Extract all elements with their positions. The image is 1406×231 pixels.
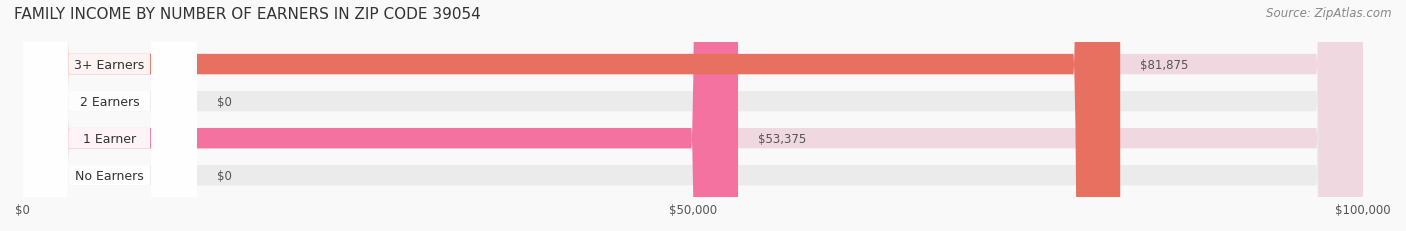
Text: Source: ZipAtlas.com: Source: ZipAtlas.com bbox=[1267, 7, 1392, 20]
Text: 2 Earners: 2 Earners bbox=[80, 95, 139, 108]
Text: $0: $0 bbox=[217, 95, 232, 108]
FancyBboxPatch shape bbox=[22, 0, 197, 231]
FancyBboxPatch shape bbox=[22, 0, 738, 231]
Text: $53,375: $53,375 bbox=[758, 132, 807, 145]
FancyBboxPatch shape bbox=[22, 0, 197, 231]
Text: 3+ Earners: 3+ Earners bbox=[75, 58, 145, 71]
Text: 1 Earner: 1 Earner bbox=[83, 132, 136, 145]
FancyBboxPatch shape bbox=[22, 0, 1121, 231]
FancyBboxPatch shape bbox=[22, 0, 1364, 231]
FancyBboxPatch shape bbox=[22, 0, 1364, 231]
Text: FAMILY INCOME BY NUMBER OF EARNERS IN ZIP CODE 39054: FAMILY INCOME BY NUMBER OF EARNERS IN ZI… bbox=[14, 7, 481, 22]
Text: $81,875: $81,875 bbox=[1140, 58, 1188, 71]
FancyBboxPatch shape bbox=[22, 0, 197, 231]
Text: $0: $0 bbox=[217, 169, 232, 182]
FancyBboxPatch shape bbox=[22, 0, 1364, 231]
Text: No Earners: No Earners bbox=[75, 169, 143, 182]
FancyBboxPatch shape bbox=[22, 0, 197, 231]
FancyBboxPatch shape bbox=[22, 0, 1364, 231]
